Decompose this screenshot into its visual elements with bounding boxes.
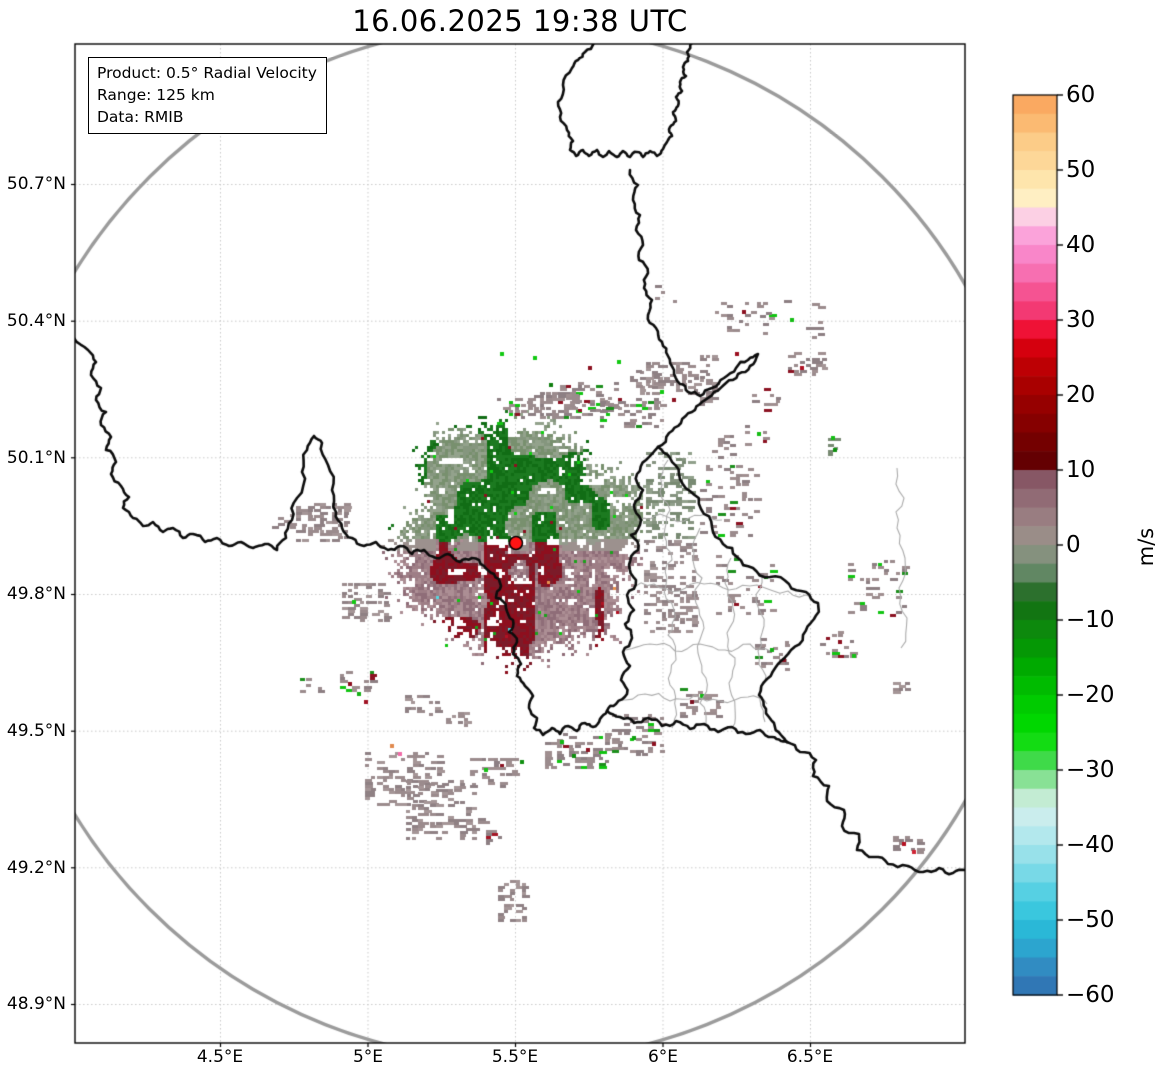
lon-tick-label: 6°E <box>647 1047 679 1067</box>
info-range-line: Range: 125 km <box>97 86 215 104</box>
lat-tick-label: 49.8°N <box>6 584 66 604</box>
info-product-line: Product: 0.5° Radial Velocity <box>97 64 317 82</box>
lat-tick-label: 48.9°N <box>6 994 66 1014</box>
colorbar-tick-label: −60 <box>1066 982 1115 1008</box>
colorbar-tick-label: 0 <box>1066 532 1081 558</box>
lat-tick-label: 49.5°N <box>6 721 66 741</box>
colorbar-tick-label: −30 <box>1066 757 1115 783</box>
info-data-source-line: Data: RMIB <box>97 108 184 126</box>
colorbar-tick-label: −50 <box>1066 907 1115 933</box>
colorbar-tick-label: 30 <box>1066 307 1096 333</box>
colorbar-tick-label: 50 <box>1066 157 1096 183</box>
colorbar-unit-label: m/s <box>1134 527 1158 567</box>
lon-tick-label: 5.5°E <box>491 1047 539 1067</box>
colorbar-tick-label: −10 <box>1066 607 1115 633</box>
lat-tick-label: 50.4°N <box>6 311 66 331</box>
colorbar-tick-label: −40 <box>1066 832 1115 858</box>
lon-tick-label: 6.5°E <box>786 1047 834 1067</box>
lon-tick-label: 5°E <box>352 1047 384 1067</box>
colorbar-tick-label: −20 <box>1066 682 1115 708</box>
lat-tick-label: 50.7°N <box>6 174 66 194</box>
colorbar-tick-label: 60 <box>1066 82 1096 108</box>
lat-tick-label: 50.1°N <box>6 448 66 468</box>
product-info-box: Product: 0.5° Radial Velocity Range: 125… <box>88 57 327 134</box>
colorbar-tick-label: 20 <box>1066 382 1096 408</box>
lon-tick-label: 4.5°E <box>196 1047 244 1067</box>
plot-title: 16.06.2025 19:38 UTC <box>352 4 688 38</box>
colorbar-tick-label: 40 <box>1066 232 1096 258</box>
colorbar-tick-label: 10 <box>1066 457 1096 483</box>
lat-tick-label: 49.2°N <box>6 858 66 878</box>
